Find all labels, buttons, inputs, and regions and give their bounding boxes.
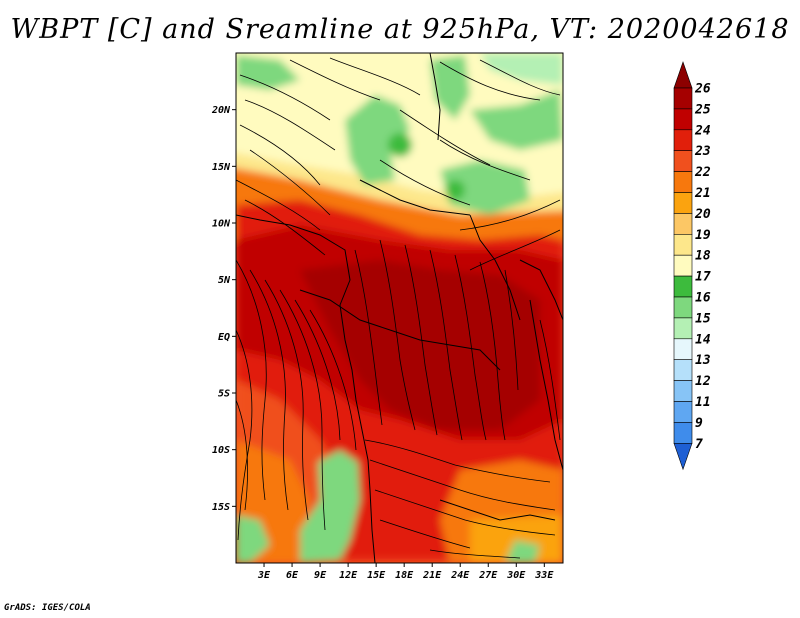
- colorbar-bottom-arrow: [673, 442, 693, 471]
- y-axis: 20N 15N 10N 5N EQ 5S 10S 15S: [211, 105, 236, 513]
- x-tick-label: 12E: [339, 570, 358, 581]
- y-tick-label: 20N: [211, 105, 231, 116]
- y-tick-label: 15S: [212, 502, 230, 513]
- x-tick-label: 21E: [422, 570, 442, 581]
- colorbar-label: 26: [694, 82, 711, 97]
- colorbar-swatch: [673, 234, 693, 256]
- colorbar-swatch: [673, 171, 693, 193]
- colorbar-swatch: [673, 150, 693, 172]
- colorbar-swatch: [673, 87, 693, 110]
- colorbar-label: 17: [695, 270, 711, 285]
- colorbar-swatch: [673, 108, 693, 131]
- colorbar-label: 16: [695, 291, 711, 306]
- colorbar-swatch: [673, 422, 693, 444]
- y-tick-label: 15N: [212, 162, 231, 173]
- colorbar-swatch: [673, 296, 693, 319]
- colorbar-swatch: [673, 401, 693, 423]
- colorbar-label: 18: [695, 249, 711, 264]
- streamlines: [236, 57, 561, 559]
- colorbar-top-arrow: [673, 61, 693, 89]
- x-tick-label: 3E: [257, 570, 271, 581]
- x-tick-label: 15E: [367, 570, 386, 581]
- colorbar-swatch: [673, 275, 693, 298]
- x-tick-label: 18E: [395, 570, 414, 581]
- credit-text: GrADS: IGES/COLA: [4, 603, 91, 613]
- colorbar-swatch: [673, 338, 693, 360]
- x-tick-label: 33E: [534, 570, 554, 581]
- map-frame: [235, 52, 564, 564]
- y-tick-label: 10S: [212, 445, 230, 456]
- wbpt-field: [236, 53, 563, 563]
- colorbar-label: 20: [694, 207, 711, 222]
- colorbar-label: 9: [695, 416, 703, 431]
- colorbar-label: 19: [695, 228, 711, 243]
- colorbar-swatch: [673, 380, 693, 402]
- x-axis: 3E 6E 9E 12E 15E 18E 21E 24E 27E 30E 33E: [257, 563, 554, 581]
- y-tick-label: 5S: [218, 389, 230, 400]
- colorbar-swatch: [673, 359, 693, 381]
- colorbar-label: 14: [695, 332, 711, 347]
- colorbar-label: 23: [694, 144, 711, 159]
- colorbar-label: 25: [694, 102, 711, 117]
- colorbar-swatch: [673, 317, 693, 340]
- y-tick-label: 10N: [212, 219, 231, 230]
- x-tick-label: 30E: [506, 570, 526, 581]
- x-tick-label: 9E: [314, 570, 327, 581]
- y-tick-label: EQ: [218, 332, 230, 343]
- colorbar-label: 15: [695, 311, 711, 326]
- colorbar-label: 21: [694, 186, 711, 201]
- colorbar-swatch: [673, 192, 693, 214]
- colorbar-label: 22: [694, 165, 711, 180]
- colorbar-swatch: [673, 213, 693, 235]
- chart-title: WBPT [C] and Sreamline at 925hPa, VT: 20…: [10, 14, 790, 45]
- colorbar-label: 11: [695, 395, 711, 410]
- x-tick-label: 27E: [478, 570, 498, 581]
- colorbar-label: 7: [695, 437, 703, 452]
- colorbar-label: 13: [695, 353, 711, 368]
- colorbar-label: 12: [695, 374, 711, 389]
- y-tick-label: 5N: [218, 275, 231, 286]
- colorbar-swatch: [673, 129, 693, 152]
- colorbar-swatch: [673, 254, 693, 277]
- colorbar-label: 24: [694, 123, 711, 138]
- colorbar: 26 25 24 23 22 21 20 19 18 17 16 15 14 13 12 11 9 7: [673, 61, 711, 471]
- x-tick-label: 6E: [286, 570, 299, 581]
- x-tick-label: 24E: [450, 570, 470, 581]
